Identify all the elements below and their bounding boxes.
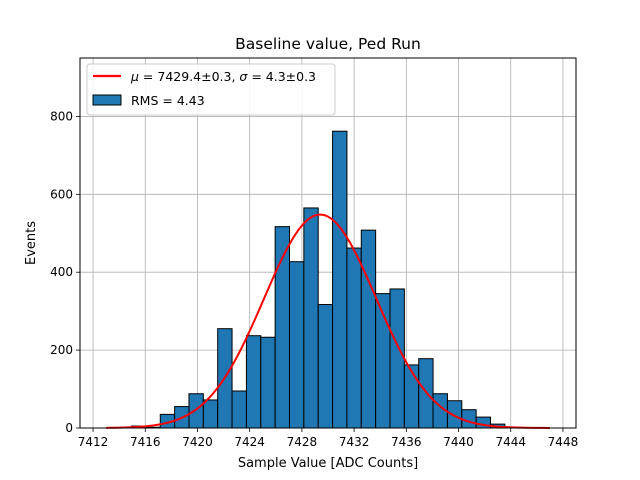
histogram-bar <box>332 130 348 429</box>
x-axis-ticks: 7412 7416 7420 7424 7428 7432 7436 7440 7444 7448 <box>78 428 578 449</box>
x-tick-label: 7416 <box>130 435 161 449</box>
histogram-bar <box>446 400 463 429</box>
legend-histogram-label: RMS = 4.43 <box>131 93 205 108</box>
legend-fit-label: μ = 7429.4±0.3, σ = 4.3±0.3 <box>130 69 316 84</box>
x-tick-label: 7424 <box>234 435 265 449</box>
histogram-bar <box>188 393 204 429</box>
histogram-bar <box>346 247 362 429</box>
histogram-bar <box>461 409 477 429</box>
plot-frame <box>79 57 577 429</box>
chart-title: Baseline value, Ped Run <box>235 35 421 53</box>
histogram-bar <box>303 207 319 429</box>
y-axis-ticks: 0 200 400 600 800 <box>50 109 80 435</box>
legend-histogram-swatch <box>92 94 122 106</box>
legend: μ = 7429.4±0.3, σ = 4.3±0.3 RMS = 4.43 <box>86 63 336 116</box>
x-tick-label: 7448 <box>548 435 579 449</box>
x-tick-label: 7420 <box>182 435 213 449</box>
histogram-bar <box>245 335 262 429</box>
y-tick-label: 600 <box>50 187 73 201</box>
x-tick-label: 7428 <box>287 435 318 449</box>
histogram-bar <box>403 364 420 429</box>
x-tick-label: 7440 <box>443 435 474 449</box>
legend-box <box>86 63 336 116</box>
gaussian-fit-curve <box>106 213 550 429</box>
y-tick-label: 800 <box>50 109 73 123</box>
y-axis-label: Events <box>24 221 39 265</box>
x-tick-label: 7436 <box>391 435 422 449</box>
y-tick-label: 0 <box>65 421 73 435</box>
histogram-bar <box>288 261 305 429</box>
x-tick-label: 7432 <box>339 435 370 449</box>
x-axis-label: Sample Value [ADC Counts] <box>238 456 418 471</box>
histogram-bar <box>317 304 334 429</box>
histogram-bar <box>360 229 377 429</box>
histogram-bar <box>231 390 247 429</box>
histogram-bar <box>389 288 405 429</box>
y-tick-label: 400 <box>50 265 73 279</box>
histogram-bar <box>260 336 276 429</box>
x-tick-label: 7444 <box>495 435 526 449</box>
y-tick-label: 200 <box>50 343 73 357</box>
x-tick-label: 7412 <box>78 435 109 449</box>
histogram-bar <box>202 399 219 429</box>
